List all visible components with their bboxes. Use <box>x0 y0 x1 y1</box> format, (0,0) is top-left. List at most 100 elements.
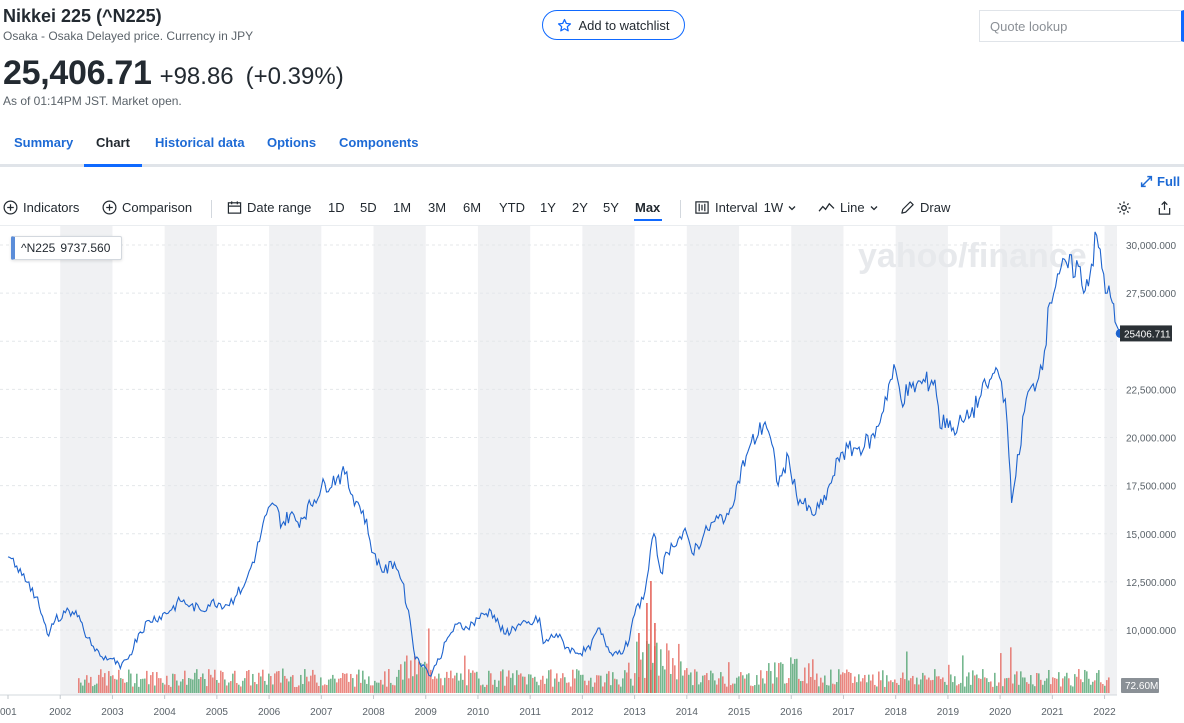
volume-bar <box>316 682 318 693</box>
volume-bar <box>572 669 574 693</box>
volume-bar <box>964 686 966 693</box>
comparison-button[interactable]: Comparison <box>102 200 192 215</box>
volume-bar <box>830 669 832 693</box>
price-change-percent: (+0.39%) <box>245 63 344 90</box>
tab-historical-data[interactable]: Historical data <box>155 135 245 150</box>
volume-bar <box>1040 679 1042 693</box>
volume-bar <box>1022 677 1024 693</box>
range-1m[interactable]: 1M <box>393 200 412 215</box>
volume-bar <box>916 677 918 693</box>
volume-bar <box>646 603 648 693</box>
range-1d[interactable]: 1D <box>328 200 345 215</box>
volume-bar <box>454 675 456 693</box>
volume-bar <box>850 672 852 693</box>
active-range-indicator <box>634 219 662 221</box>
volume-bar <box>136 673 138 693</box>
date-range-button[interactable]: Date range <box>227 200 311 215</box>
volume-bar <box>196 669 198 693</box>
comparison-label: Comparison <box>122 200 193 215</box>
volume-bar <box>220 670 222 693</box>
range-3m[interactable]: 3M <box>428 200 447 215</box>
volume-bar <box>310 675 312 693</box>
volume-bar <box>398 669 400 693</box>
volume-bar <box>734 683 736 693</box>
volume-bar <box>600 675 602 693</box>
volume-bar <box>1018 684 1020 693</box>
volume-bar <box>236 682 238 693</box>
tab-components[interactable]: Components <box>339 135 419 150</box>
indicators-button[interactable]: Indicators <box>3 200 79 215</box>
tab-chart[interactable]: Chart <box>96 135 130 150</box>
volume-bar <box>1082 682 1084 693</box>
range-5y[interactable]: 5Y <box>603 200 619 215</box>
volume-bar <box>672 658 674 693</box>
year-band <box>1000 226 1053 695</box>
tab-summary[interactable]: Summary <box>14 135 74 150</box>
range-1y[interactable]: 1Y <box>540 200 556 215</box>
volume-bar <box>624 670 626 693</box>
volume-bar <box>630 678 632 693</box>
volume-bar <box>1050 684 1052 693</box>
price-chart[interactable]: yahoo/finance 30,000.000 27,500.000 22,500.… <box>0 226 1184 723</box>
volume-bar <box>640 659 642 693</box>
volume-bar <box>952 682 954 693</box>
tab-options[interactable]: Options <box>267 135 317 150</box>
volume-bar <box>774 662 776 693</box>
volume-bar <box>422 667 424 693</box>
volume-bar <box>320 677 322 693</box>
volume-bar <box>652 662 654 693</box>
chart-type-dropdown[interactable]: Line <box>818 200 884 215</box>
volume-bar <box>164 684 166 693</box>
volume-bar <box>400 664 402 693</box>
volume-bar <box>668 650 670 693</box>
volume-bar <box>812 659 814 693</box>
range-5d[interactable]: 5D <box>360 200 377 215</box>
range-max[interactable]: Max <box>635 200 661 215</box>
volume-bar <box>1094 680 1096 693</box>
volume-bar <box>604 682 606 693</box>
volume-bar <box>438 673 440 693</box>
volume-bar <box>814 679 816 693</box>
volume-bar <box>756 675 758 693</box>
share-button[interactable] <box>1157 200 1177 216</box>
volume-bar <box>228 682 230 693</box>
volume-bar <box>674 665 676 693</box>
volume-bar <box>502 669 504 693</box>
volume-bar <box>462 679 464 693</box>
range-ytd[interactable]: YTD <box>499 200 525 215</box>
volume-bar <box>588 680 590 693</box>
volume-bar <box>586 685 588 693</box>
add-to-watchlist-button[interactable]: Add to watchlist <box>542 10 685 40</box>
volume-bar <box>740 672 742 693</box>
volume-bar <box>598 675 600 693</box>
volume-bar <box>962 655 964 693</box>
volume-bar <box>260 676 262 693</box>
volume-bar <box>1024 677 1026 693</box>
x-tick-label: 2003 <box>101 707 124 718</box>
volume-bar <box>988 682 990 693</box>
volume-bar <box>980 678 982 693</box>
range-6m[interactable]: 6M <box>463 200 482 215</box>
volume-bar <box>240 686 242 693</box>
volume-bar <box>718 678 720 693</box>
volume-bar <box>496 686 498 693</box>
volume-bar <box>1080 679 1082 693</box>
volume-bar <box>404 661 406 693</box>
volume-bar <box>430 669 432 693</box>
volume-bar <box>232 673 234 693</box>
quote-lookup-input[interactable] <box>979 10 1184 42</box>
volume-bar <box>166 675 168 693</box>
fullscreen-button[interactable]: Full s <box>1140 174 1184 189</box>
volume-bar <box>960 682 962 693</box>
settings-button[interactable] <box>1116 200 1137 216</box>
volume-bar <box>204 679 206 693</box>
volume-bar <box>606 673 608 693</box>
volume-bar <box>540 679 542 693</box>
draw-button[interactable]: Draw <box>900 200 950 215</box>
interval-dropdown[interactable]: Interval 1W <box>694 200 802 215</box>
volume-bar <box>1004 678 1006 693</box>
range-2y[interactable]: 2Y <box>572 200 588 215</box>
volume-bar <box>326 684 328 693</box>
date-range-label: Date range <box>247 200 312 215</box>
volume-bar <box>150 675 152 693</box>
